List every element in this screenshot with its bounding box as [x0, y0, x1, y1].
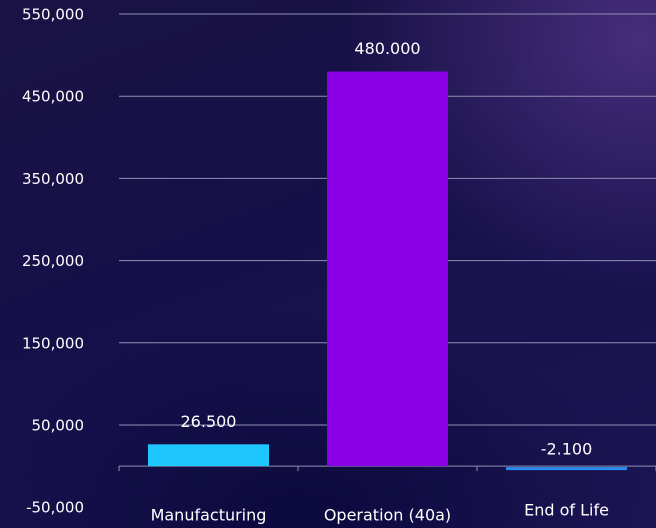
y-tick-label: 250,000 [22, 252, 84, 270]
data-label: 480.000 [354, 39, 420, 58]
x-category-label: Manufacturing [151, 506, 267, 525]
y-tick-label: 450,000 [22, 88, 84, 106]
x-category-label: End of Life [524, 501, 609, 520]
data-label: -2.100 [541, 440, 593, 459]
bar-end-of-life [506, 467, 627, 471]
y-tick-label: 150,000 [22, 334, 84, 352]
data-label: 26.500 [181, 412, 237, 431]
y-tick-label: -50,000 [26, 499, 84, 517]
y-tick-label: 50,000 [32, 417, 85, 435]
y-tick-label: 550,000 [22, 6, 84, 24]
x-category-label: Operation (40a) [324, 506, 451, 525]
bar-operation-40a [327, 71, 448, 467]
bar-manufacturing [148, 444, 269, 467]
y-tick-label: 350,000 [22, 170, 84, 188]
